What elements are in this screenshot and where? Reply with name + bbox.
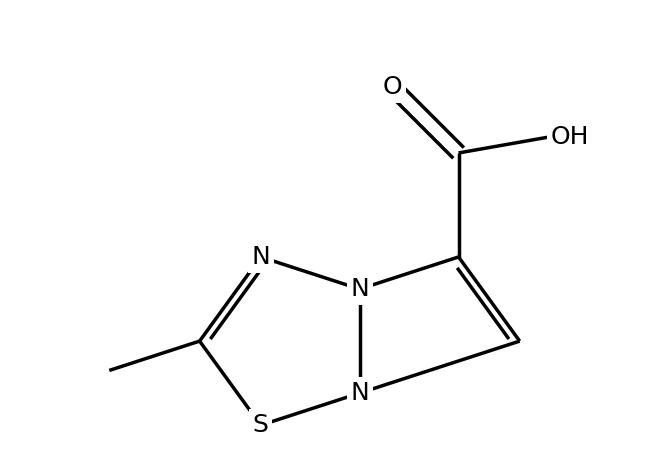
- Text: O: O: [383, 75, 402, 99]
- Text: N: N: [350, 277, 369, 301]
- Text: N: N: [350, 381, 369, 405]
- Text: OH: OH: [550, 125, 589, 149]
- Text: S: S: [253, 413, 269, 437]
- Text: N: N: [251, 245, 270, 269]
